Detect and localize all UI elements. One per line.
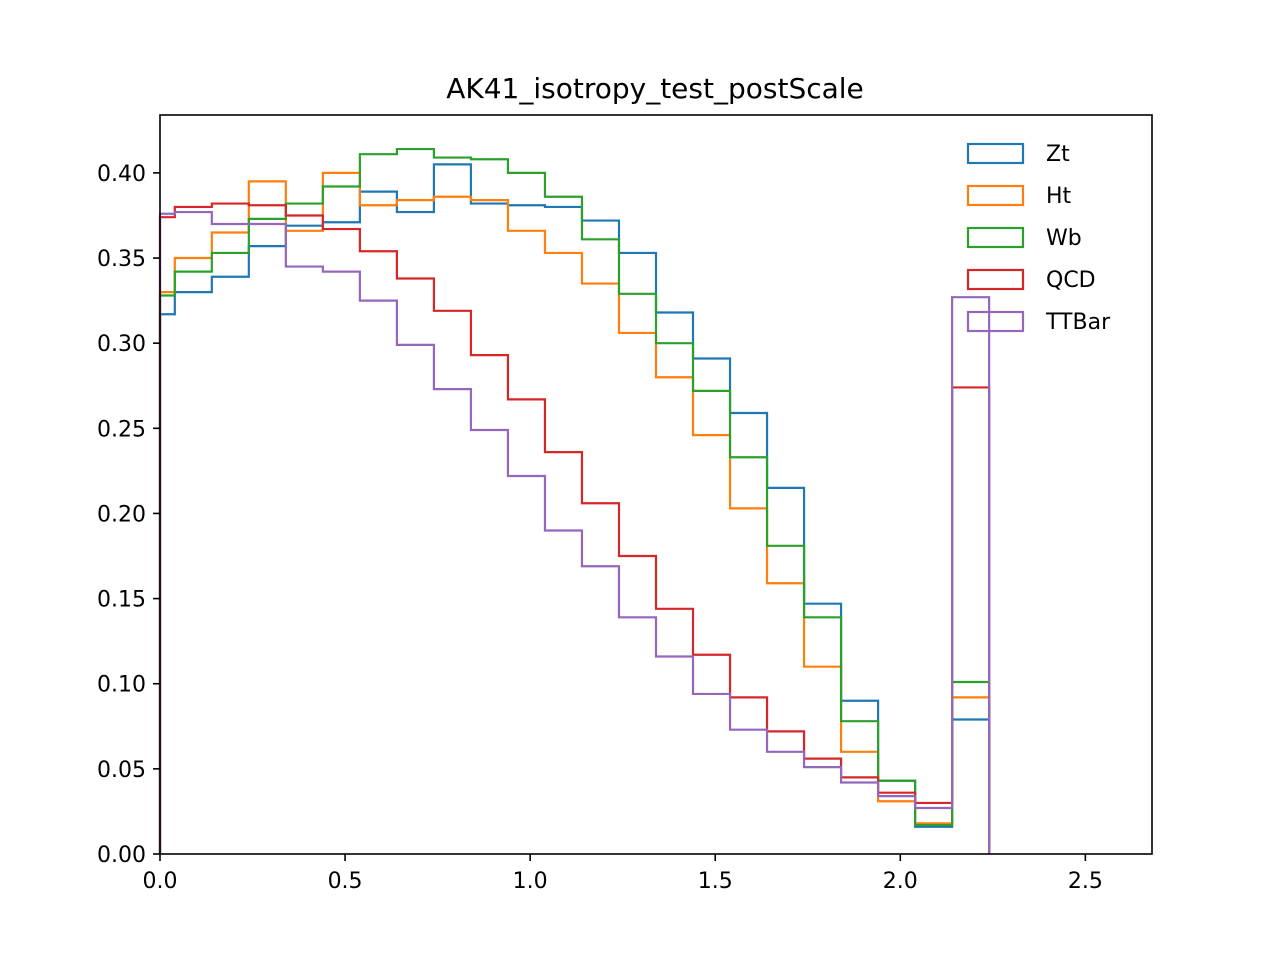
y-tick-label: 0.00 xyxy=(97,843,146,868)
series-layer xyxy=(158,147,991,854)
legend-swatch-ht xyxy=(966,184,1025,207)
y-tick-label: 0.20 xyxy=(97,502,146,527)
legend-label-ttbar: TTBar xyxy=(1045,310,1111,335)
legend-swatch-wb xyxy=(966,226,1025,249)
legend-swatch-qcd xyxy=(966,268,1025,291)
plot-frame xyxy=(159,114,1153,855)
y-tick-label: 0.25 xyxy=(97,417,146,442)
series-line-wb xyxy=(158,147,991,854)
series-line-ttbar xyxy=(158,210,991,854)
legend-swatch-ttbar xyxy=(966,310,1025,333)
legend-label-zt: Zt xyxy=(1046,142,1070,167)
y-tick-label: 0.35 xyxy=(97,247,146,272)
series-line-qcd xyxy=(158,202,991,854)
legend: Zt Ht Wb QCD TTBar xyxy=(966,142,1111,335)
legend-swatch-zt xyxy=(966,142,1025,165)
series-line-zt xyxy=(158,163,991,854)
x-tick-label: 1.0 xyxy=(513,869,548,894)
y-tick-label: 0.40 xyxy=(97,162,146,187)
legend-label-wb: Wb xyxy=(1046,226,1082,251)
series-line-ht xyxy=(158,171,991,854)
y-tick-label: 0.15 xyxy=(97,588,146,613)
x-tick-label: 2.5 xyxy=(1068,869,1103,894)
legend-label-ht: Ht xyxy=(1046,184,1072,209)
y-tick-label: 0.05 xyxy=(97,758,146,783)
x-tick-label: 0.0 xyxy=(143,869,178,894)
x-axis: 0.0 0.5 1.0 1.5 2.0 2.5 xyxy=(143,854,1103,894)
x-tick-label: 1.5 xyxy=(698,869,733,894)
legend-label-qcd: QCD xyxy=(1046,268,1096,293)
chart-title: AK41_isotropy_test_postScale xyxy=(446,72,864,105)
y-tick-label: 0.10 xyxy=(97,673,146,698)
x-tick-label: 2.0 xyxy=(883,869,918,894)
y-axis: 0.00 0.05 0.10 0.15 0.20 0.25 0.30 0.35 0.40 xyxy=(97,162,160,868)
x-tick-label: 0.5 xyxy=(328,869,363,894)
y-tick-label: 0.30 xyxy=(97,332,146,357)
